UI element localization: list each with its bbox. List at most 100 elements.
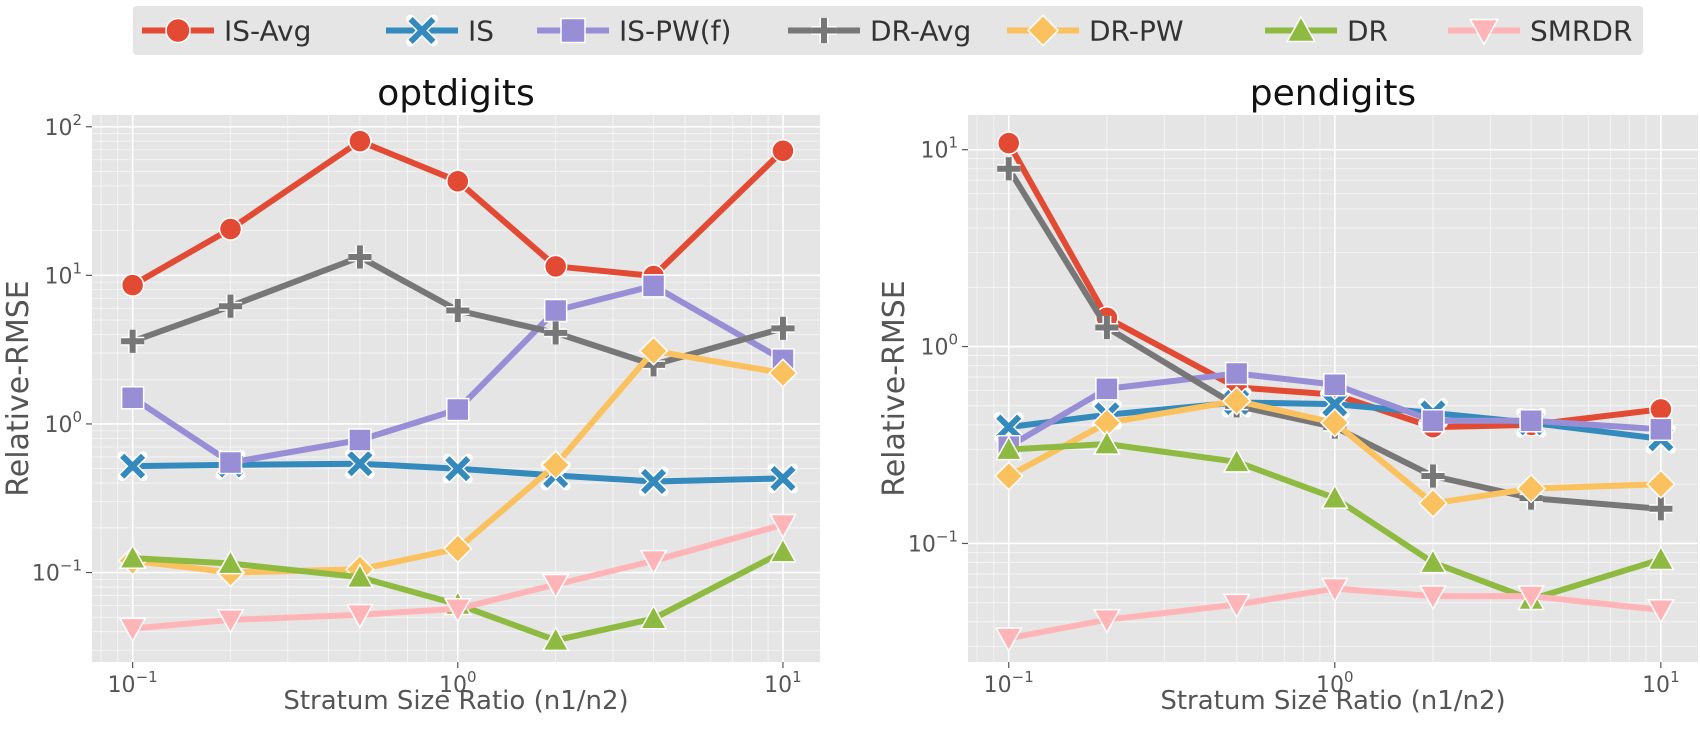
x-tick-exponent: −1 <box>136 668 158 686</box>
data-point <box>1095 315 1119 340</box>
x-tick-label: 10−1 <box>108 668 158 698</box>
legend-marker <box>165 17 191 44</box>
legend-label: DR-PW <box>1089 15 1184 48</box>
legend: IS-Avg IS IS-PW(f) DR-Avg DR-PW DR SMRDR <box>133 6 1643 55</box>
legend-label: DR-Avg <box>870 15 971 48</box>
data-point <box>446 169 470 193</box>
data-point <box>216 609 245 635</box>
x-tick-base: 10 <box>1316 673 1344 698</box>
data-point <box>1421 464 1445 488</box>
y-tick-exponent: −1 <box>936 527 958 545</box>
y-tick-exponent: −1 <box>60 557 82 575</box>
data-point <box>1419 548 1447 574</box>
marker-stroke <box>347 451 373 477</box>
data-point <box>1222 447 1251 473</box>
data-point <box>1421 408 1445 433</box>
y-tick-base: 10 <box>44 116 72 141</box>
data-point <box>1092 429 1121 455</box>
marker-stroke <box>996 414 1022 440</box>
y-tick-label: 10−1 <box>908 527 958 557</box>
legend-marker <box>1285 15 1317 43</box>
data-point <box>993 461 1024 491</box>
x-tick-exponent: 0 <box>467 668 477 686</box>
y-tick-base: 10 <box>908 532 936 557</box>
data-point <box>1418 488 1448 519</box>
legend-marker <box>811 17 837 44</box>
marker-stroke <box>408 16 436 45</box>
legend-marker <box>1468 18 1500 46</box>
data-point <box>639 604 668 630</box>
data-point <box>1519 408 1543 433</box>
data-point <box>121 329 145 353</box>
data-point <box>442 453 473 484</box>
data-point <box>771 316 795 340</box>
data-point <box>218 294 243 318</box>
data-point <box>348 428 372 452</box>
data-point <box>641 274 666 298</box>
data-point <box>1222 593 1251 619</box>
data-point <box>994 627 1023 653</box>
x-tick-base: 10 <box>984 673 1012 698</box>
y-tick-base: 10 <box>920 336 948 361</box>
data-point <box>218 217 243 241</box>
data-point <box>1224 361 1249 386</box>
data-point <box>1646 545 1675 571</box>
x-axis-label: Stratum Size Ratio (n1/n2) <box>1160 686 1505 716</box>
y-tick-base: 10 <box>44 413 72 438</box>
legend-frame <box>133 6 1643 55</box>
legend-entry-smrdr: SMRDR <box>1448 15 1632 48</box>
data-point <box>442 533 473 564</box>
y-tick-label: 10−1 <box>32 557 82 587</box>
data-point <box>1516 473 1546 504</box>
data-point <box>769 513 797 539</box>
data-point <box>1419 585 1447 611</box>
legend-entry-is: IS <box>386 15 494 48</box>
data-point <box>638 466 669 497</box>
y-tick-base: 10 <box>32 562 60 587</box>
x-tick-base: 10 <box>764 673 792 698</box>
legend-marker <box>560 17 586 44</box>
data-point <box>348 129 372 153</box>
x-tick-label: 10−1 <box>984 668 1034 698</box>
y-axis-label: Relative-RMSE <box>877 280 912 497</box>
data-point <box>543 298 568 323</box>
data-point <box>1320 577 1349 603</box>
x-tick-exponent: −1 <box>1012 668 1034 686</box>
legend-label: DR <box>1347 15 1388 48</box>
data-point <box>994 435 1023 461</box>
x-tick-label: 100 <box>439 668 477 698</box>
x-tick-base: 10 <box>439 673 467 698</box>
marker-stroke <box>640 468 667 495</box>
y-tick-exponent: 0 <box>72 408 82 426</box>
data-point <box>541 626 570 652</box>
data-point <box>1320 483 1349 509</box>
data-point <box>446 397 470 422</box>
x-tick-base: 10 <box>1642 673 1670 698</box>
chart-panel-optdigits: 10−1 100 10110−1100101102optdigitsStratum … <box>1 73 820 716</box>
marker-stroke <box>445 456 471 482</box>
data-point <box>218 450 243 475</box>
data-point <box>117 451 148 482</box>
data-point <box>771 138 795 163</box>
series-is-pw-f <box>996 361 1673 459</box>
data-point <box>543 254 568 279</box>
data-point <box>996 131 1021 155</box>
legend-marker <box>406 14 438 47</box>
y-tick-label: 102 <box>44 111 82 141</box>
data-point <box>1517 585 1546 611</box>
data-point <box>1319 407 1350 438</box>
y-tick-exponent: 2 <box>72 111 82 129</box>
x-tick-label: 100 <box>1316 668 1354 698</box>
data-point <box>1323 372 1347 397</box>
series-smrdr <box>118 513 797 643</box>
data-point <box>348 245 372 269</box>
data-point <box>767 463 798 494</box>
y-tick-base: 10 <box>920 139 948 164</box>
data-point <box>1646 598 1675 625</box>
data-point <box>638 336 669 366</box>
data-point <box>1092 608 1121 634</box>
x-axis-label: Stratum Size Ratio (n1/n2) <box>283 686 628 716</box>
data-point <box>120 273 145 297</box>
legend-entry-is-pw-f: IS-PW(f) <box>537 15 731 48</box>
